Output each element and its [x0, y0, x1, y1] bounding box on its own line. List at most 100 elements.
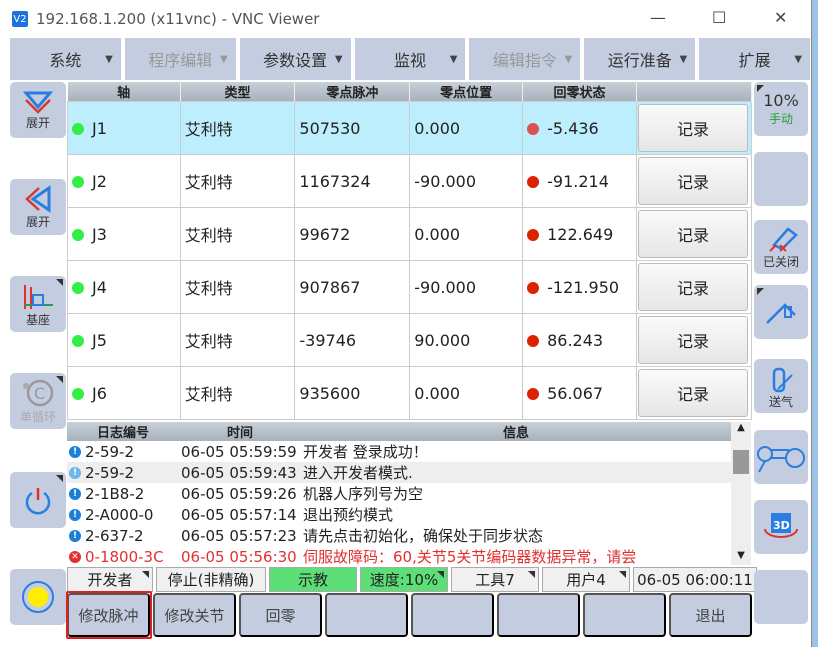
status-item-5[interactable]: 用户4 — [542, 567, 630, 592]
dropdown-corner-icon — [142, 571, 149, 578]
empty-button[interactable] — [754, 570, 808, 624]
maximize-icon[interactable]: ☐ — [712, 8, 727, 27]
record-button[interactable]: 记录 — [637, 210, 748, 258]
bottom-button-2[interactable]: 回零 — [239, 593, 322, 637]
log-row[interactable]: ! 2-637-2 06-05 05:57:23 请先点击初始化，确保处于同步状态 — [67, 525, 731, 546]
status-item-4[interactable]: 工具7 — [451, 567, 539, 592]
window-title: 192.168.1.200 (x11vnc) - VNC Viewer — [36, 10, 320, 28]
column-header — [636, 82, 753, 102]
log-message: 进入开发者模式. — [301, 462, 731, 483]
table-row[interactable]: J2 艾利特 1167324 -90.000 -91.214 记录 — [67, 154, 753, 208]
log-row[interactable]: ! 2-59-2 06-05 05:59:59 开发者 登录成功！ — [67, 441, 731, 462]
gas-feed-button[interactable]: 送气 — [754, 359, 808, 413]
home-status-value: -91.214 — [547, 171, 609, 191]
table-row[interactable]: J3 艾利特 99672 0.000 122.649 记录 — [67, 207, 753, 261]
status-item-1[interactable]: 停止(非精确) — [156, 567, 266, 592]
bottom-button-4[interactable] — [411, 593, 494, 637]
column-header: 回零状态 — [522, 82, 637, 102]
power-button[interactable] — [10, 472, 66, 528]
base-label: 基座 — [25, 312, 50, 327]
bottom-button-0[interactable]: 修改脉冲 — [67, 593, 150, 637]
speed-value: 10% — [763, 91, 799, 110]
type-cell: 艾利特 — [179, 260, 296, 314]
type-cell: 艾利特 — [179, 366, 296, 420]
status-text: 示教 — [297, 571, 328, 589]
expand-label: 展开 — [25, 115, 50, 130]
svg-text:3D: 3D — [773, 519, 790, 532]
menu-4[interactable]: 编辑指令 ▼ — [469, 38, 581, 80]
info-icon: ! — [69, 509, 81, 521]
type-cell: 艾利特 — [179, 313, 296, 367]
record-button[interactable]: 记录 — [637, 316, 748, 364]
log-time: 06-05 05:56:30 — [181, 547, 297, 566]
log-message: 请先点击初始化，确保处于同步状态 — [303, 527, 544, 545]
log-row[interactable]: ! 2-59-2 06-05 05:59:43 进入开发者模式. — [67, 462, 731, 483]
pos-cell: 90.000 — [409, 313, 524, 367]
status-text: 开发者 — [87, 571, 133, 589]
torch-angle-button[interactable] — [754, 285, 808, 339]
record-button[interactable]: 记录 — [637, 369, 748, 417]
robot-hand-guide-icon — [757, 446, 805, 473]
menu-0[interactable]: 系统 ▼ — [10, 38, 121, 80]
menu-label: 系统 — [49, 51, 82, 70]
log-id: 2-A000-0 — [85, 505, 154, 524]
log-id: 2-637-2 — [85, 526, 144, 545]
status-cell: -91.214 — [522, 154, 637, 208]
log-row[interactable]: ! 2-A000-0 06-05 05:57:14 退出预约模式 — [67, 504, 731, 525]
menu-1[interactable]: 程序编辑 ▼ — [124, 38, 236, 80]
menu-5[interactable]: 运行准备 ▼ — [584, 38, 696, 80]
status-item-3[interactable]: 速度:10% — [360, 567, 448, 592]
bottom-button-7[interactable]: 退出 — [669, 593, 752, 637]
menu-3[interactable]: 监视 ▼ — [354, 38, 466, 80]
empty-button[interactable] — [754, 152, 808, 206]
menu-2[interactable]: 参数设置 ▼ — [239, 38, 351, 80]
pulse-cell: 935600 — [294, 366, 411, 420]
expand-left-button[interactable]: 展开 — [10, 179, 66, 235]
scroll-up-icon[interactable]: ▲ — [737, 422, 745, 433]
base-coordinate-button[interactable]: 基座 — [10, 276, 66, 332]
log-message: 伺服故障码：60,关节5关节编码器数据异常，请尝 — [303, 548, 637, 566]
status-light-button[interactable] — [10, 569, 66, 625]
column-header: 日志编号 — [67, 422, 179, 441]
record-button[interactable]: 记录 — [637, 157, 748, 205]
bottom-button-3[interactable] — [325, 593, 408, 637]
status-item-0[interactable]: 开发者 — [67, 567, 153, 592]
dropdown-corner-icon — [56, 475, 63, 482]
log-row[interactable]: ✕ 0-1800-3C 06-05 05:56:30 伺服故障码：60,关节5关节编码… — [67, 546, 731, 567]
bottom-button-1[interactable]: 修改关节 — [153, 593, 236, 637]
bottom-toolbar: 修改脉冲 修改关节 回零 退出 — [67, 593, 752, 637]
minimize-icon[interactable]: — — [650, 8, 666, 27]
axis-cell: J4 — [67, 260, 181, 314]
record-button[interactable]: 记录 — [637, 104, 748, 152]
bottom-button-5[interactable] — [497, 593, 580, 637]
table-row[interactable]: J5 艾利特 -39746 90.000 86.243 记录 — [67, 313, 753, 367]
single-cycle-label: 单循环 — [19, 409, 56, 424]
log-scrollbar[interactable]: ▲ ▼ — [731, 422, 751, 565]
status-cell: 56.067 — [522, 366, 637, 420]
table-row[interactable]: J4 艾利特 907867 -90.000 -121.950 记录 — [67, 260, 753, 314]
scroll-down-icon[interactable]: ▼ — [737, 550, 745, 561]
table-row[interactable]: J6 艾利特 935600 0.000 56.067 记录 — [67, 366, 753, 420]
expand-left-icon — [25, 184, 51, 213]
scroll-thumb[interactable] — [733, 450, 749, 474]
status-cell: -121.950 — [522, 260, 637, 314]
single-cycle-button[interactable]: C 单循环 — [10, 373, 66, 429]
log-id-cell: ! 2-A000-0 — [67, 504, 179, 525]
record-button[interactable]: 记录 — [637, 263, 748, 311]
pos-cell: -90.000 — [409, 154, 524, 208]
speed-mode-button[interactable]: 10% 手动 — [754, 82, 808, 136]
pulse-cell: 1167324 — [294, 154, 411, 208]
status-item-2[interactable]: 示教 — [269, 567, 357, 592]
status-cell: 122.649 — [522, 207, 637, 261]
menu-6[interactable]: 扩展 ▼ — [699, 38, 811, 80]
torch-button[interactable]: 已关闭 — [754, 220, 808, 274]
table-row[interactable]: J1 艾利特 507530 0.000 -5.436 记录 — [67, 101, 753, 155]
expand-down-button[interactable]: 展开 — [10, 82, 66, 138]
log-row[interactable]: ! 2-1B8-2 06-05 05:59:26 机器人序列号为空 — [67, 483, 731, 504]
3d-view-button[interactable]: 3D — [754, 500, 808, 554]
bottom-button-6[interactable] — [583, 593, 666, 637]
pulse-cell: 507530 — [294, 101, 411, 155]
status-item-6[interactable]: 06-05 06:00:11 — [633, 567, 757, 592]
close-icon[interactable]: ✕ — [774, 8, 788, 27]
hand-guide-button[interactable] — [754, 430, 808, 484]
